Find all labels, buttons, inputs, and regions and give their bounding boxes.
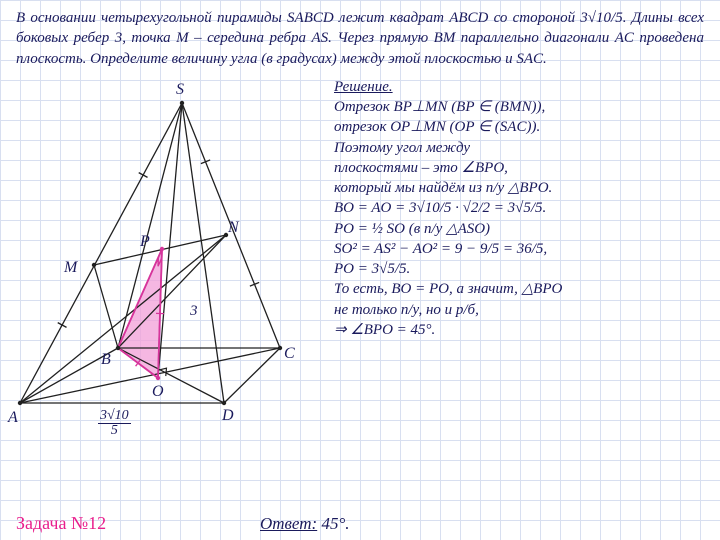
solution-line: отрезок OP⊥MN (OP ∈ (SAC)). [334, 119, 540, 135]
solution-line: Отрезок BP⊥MN (BP ∈ (BMN)), [334, 99, 545, 115]
label-C: C [284, 345, 295, 363]
geometry-diagram: A B C D S O M N P 3 3√10 5 [0, 73, 330, 443]
edge-length-label: 3 [190, 303, 198, 320]
solution-line: SO² = AS² − AO² = 9 − 9/5 = 36/5, [334, 241, 547, 257]
base-side-label: 3√10 5 [98, 409, 131, 438]
solution-line: PO = 3√5/5. [334, 261, 410, 277]
label-D: D [222, 407, 234, 425]
label-S: S [176, 81, 184, 99]
solution-line: Поэтому угол между [334, 140, 470, 156]
label-B: B [101, 351, 111, 369]
solution-line: не только п/у, но и р/б, [334, 302, 479, 318]
label-M: M [64, 259, 77, 277]
solution-block: Решение. Отрезок BP⊥MN (BP ∈ (BMN)), отр… [330, 73, 720, 443]
task-number: Задача №12 [16, 513, 106, 534]
label-N: N [228, 219, 239, 237]
label-A: A [8, 409, 18, 427]
solution-line: То есть, BO = PO, а значит, △BPO [334, 281, 562, 297]
label-P: P [140, 233, 150, 251]
solution-line: ⇒ ∠BPO = 45°. [334, 322, 435, 338]
solution-line: плоскостями – это ∠BPO, [334, 160, 508, 176]
answer: Ответ: 45°. [260, 514, 350, 534]
solution-line: BO = AO = 3√10/5 · √2/2 = 3√5/5. [334, 200, 546, 216]
solution-line: который мы найдём из п/у △BPO. [334, 180, 552, 196]
solution-title: Решение. [334, 79, 393, 95]
problem-statement: В основании четырехугольной пирамиды SAB… [0, 0, 720, 73]
solution-line: PO = ½ SO (в п/у △ASO) [334, 221, 490, 237]
label-O: O [152, 383, 164, 401]
